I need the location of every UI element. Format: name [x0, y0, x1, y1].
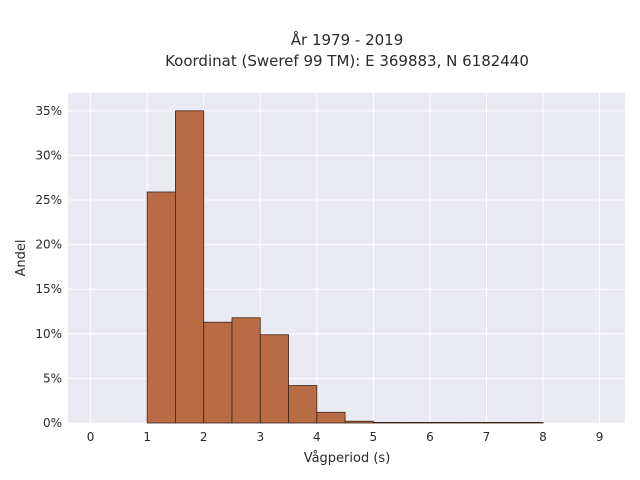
y-tick-label: 35% [35, 104, 62, 118]
y-axis-label: Andel [14, 240, 29, 277]
histogram-bar [457, 421, 487, 424]
histogram-bar [344, 420, 374, 424]
y-tick-label: 5% [43, 371, 62, 385]
y-tick-label: 20% [35, 238, 62, 252]
histogram-bar [429, 421, 459, 424]
x-tick-labels: 0 1 2 3 4 5 6 7 8 9 [87, 430, 604, 444]
x-tick-label: 0 [87, 430, 95, 444]
y-tick-label: 30% [35, 148, 62, 162]
y-tick-label: 0% [43, 416, 62, 430]
y-tick-labels: 0% 5% 10% 15% 20% 25% 30% 35% [35, 104, 62, 430]
histogram-bar [514, 421, 544, 424]
chart-title-line-2: Koordinat (Sweref 99 TM): E 369883, N 61… [165, 52, 529, 70]
histogram-bar [372, 421, 403, 424]
histogram-bar [316, 411, 346, 424]
x-tick-label: 4 [313, 430, 321, 444]
x-tick-label: 9 [596, 430, 604, 444]
histogram-bars [146, 110, 544, 424]
x-tick-label: 7 [483, 430, 491, 444]
x-tick-label: 5 [370, 430, 378, 444]
x-tick-label: 6 [426, 430, 434, 444]
chart-title-line-1: År 1979 - 2019 [291, 30, 404, 49]
x-axis-label: Vågperiod (s) [304, 451, 391, 466]
y-tick-label: 15% [35, 282, 62, 296]
histogram-bar [203, 321, 233, 424]
histogram-bar [486, 421, 516, 424]
histogram-bar [146, 191, 176, 424]
y-tick-label: 10% [35, 327, 62, 341]
y-tick-label: 25% [35, 193, 62, 207]
histogram-bar [401, 421, 431, 424]
x-tick-label: 8 [539, 430, 547, 444]
histogram-bar [288, 385, 318, 424]
histogram-bar [175, 110, 205, 424]
histogram-bar [231, 317, 261, 424]
histogram-bar [259, 334, 289, 424]
x-tick-label: 3 [256, 430, 264, 444]
x-tick-label: 2 [200, 430, 208, 444]
x-tick-label: 1 [143, 430, 151, 444]
